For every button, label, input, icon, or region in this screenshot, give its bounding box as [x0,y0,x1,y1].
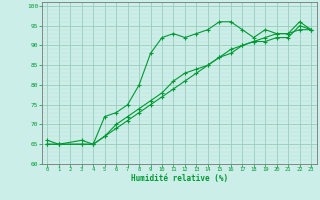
X-axis label: Humidité relative (%): Humidité relative (%) [131,174,228,183]
